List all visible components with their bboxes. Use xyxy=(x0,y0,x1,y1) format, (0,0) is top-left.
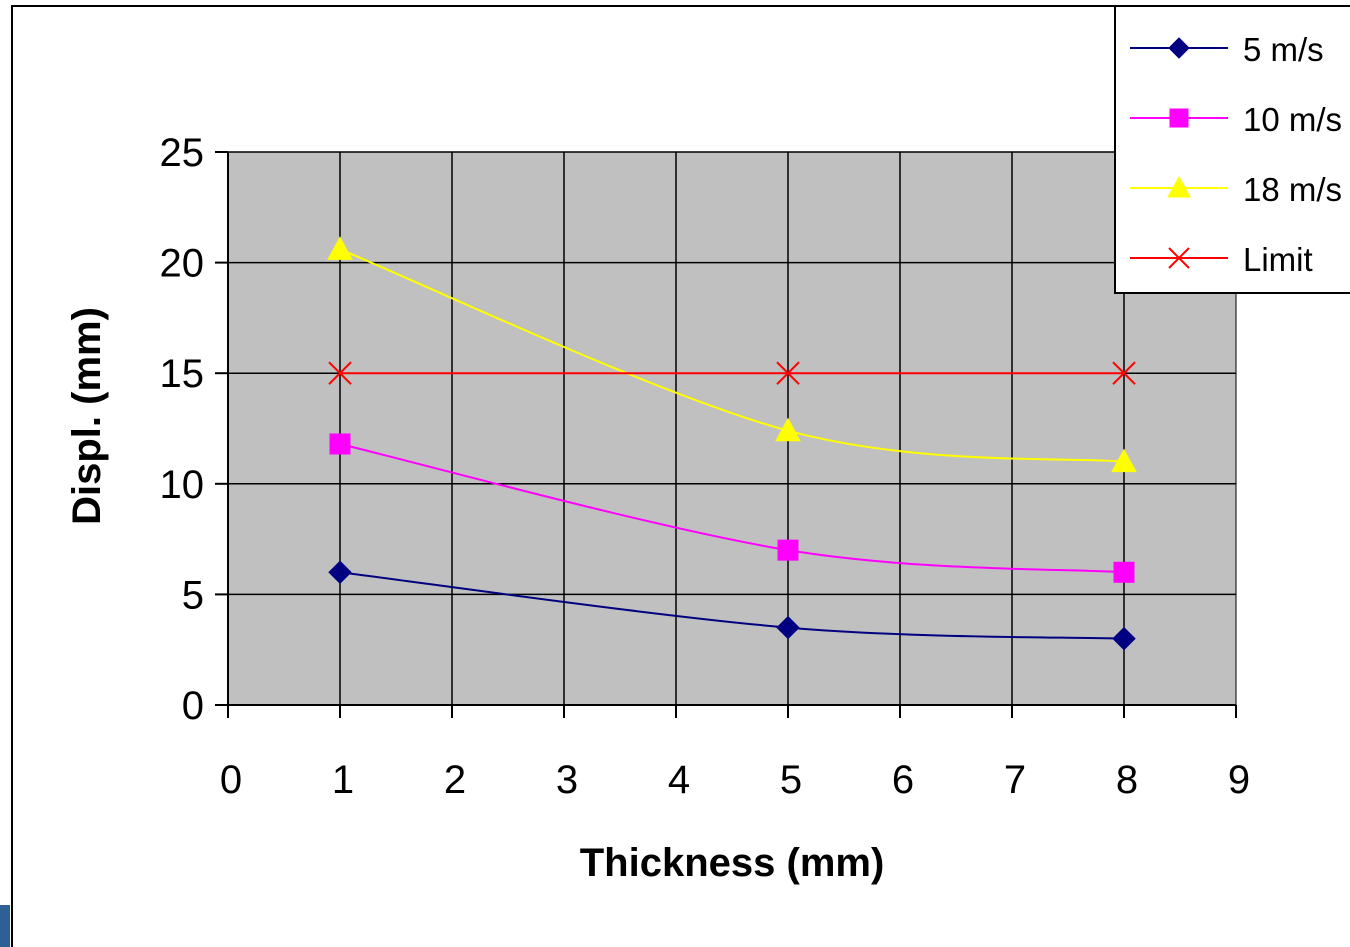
x-marker-stroke xyxy=(1168,247,1190,269)
legend: 5 m/s 10 m/s 18 m/s Limit xyxy=(1114,5,1350,294)
legend-label: Limit xyxy=(1243,241,1313,278)
x-marker xyxy=(328,361,352,385)
x-tick-label: 9 xyxy=(1228,758,1250,802)
y-tick-label: 20 xyxy=(160,242,205,286)
diamond-marker xyxy=(328,560,352,584)
x-tick-label: 7 xyxy=(1004,758,1026,802)
series-10-m-s xyxy=(329,433,1135,583)
legend-label: 5 m/s xyxy=(1243,31,1324,68)
legend-item: 18 m/s xyxy=(1130,171,1342,208)
y-axis-label: Displ. (mm) xyxy=(65,307,109,525)
diamond-marker xyxy=(1112,626,1136,651)
x-marker-stroke xyxy=(776,361,800,385)
legend-item: 10 m/s xyxy=(1130,101,1342,138)
x-tick-label: 2 xyxy=(444,758,466,802)
x-tick-label: 4 xyxy=(668,758,690,802)
series-18-m-s xyxy=(327,236,1137,473)
triangle-marker xyxy=(775,417,801,442)
square-marker xyxy=(329,433,351,455)
x-marker-stroke xyxy=(1112,361,1136,385)
square-marker xyxy=(1113,561,1135,583)
x-marker xyxy=(1112,361,1136,385)
x-marker xyxy=(1168,247,1190,269)
axes: 0 1 2 3 4 5 6 7 8 9 0 5 10 15 20 25 xyxy=(160,131,1251,802)
square-marker xyxy=(1169,108,1189,128)
diamond-marker xyxy=(776,615,800,640)
x-marker-stroke xyxy=(328,361,352,385)
plot-background xyxy=(227,151,1237,706)
x-tick-label: 3 xyxy=(556,758,578,802)
y-tick-label: 5 xyxy=(182,573,204,617)
series-layer xyxy=(327,236,1137,651)
series-limit xyxy=(328,361,1136,385)
triangle-marker xyxy=(1167,175,1191,198)
x-tick-label: 0 xyxy=(220,758,242,802)
legend-box xyxy=(1114,5,1350,294)
triangle-marker xyxy=(327,236,353,260)
y-tick-label: 15 xyxy=(160,352,205,396)
x-tick-label: 6 xyxy=(892,758,914,802)
legend-item: 5 m/s xyxy=(1130,31,1324,68)
legend-label: 10 m/s xyxy=(1243,101,1342,138)
legend-item: Limit xyxy=(1130,241,1313,278)
y-tick-label: 25 xyxy=(160,131,205,175)
plot-area xyxy=(227,151,1237,706)
square-marker xyxy=(777,539,799,561)
diamond-marker xyxy=(1168,37,1190,59)
x-marker xyxy=(776,361,800,385)
x-axis-label: Thickness (mm) xyxy=(580,841,885,885)
corner-fragment xyxy=(0,905,10,947)
x-tick-label: 5 xyxy=(780,758,802,802)
y-tick-label: 10 xyxy=(160,463,205,507)
x-tick-label: 8 xyxy=(1116,758,1138,802)
triangle-marker xyxy=(1111,448,1137,473)
series-5-m-s xyxy=(328,560,1136,651)
legend-label: 18 m/s xyxy=(1243,171,1342,208)
x-tick-label: 1 xyxy=(332,758,354,802)
y-tick-label: 0 xyxy=(182,684,204,728)
series-line xyxy=(339,248,1125,463)
